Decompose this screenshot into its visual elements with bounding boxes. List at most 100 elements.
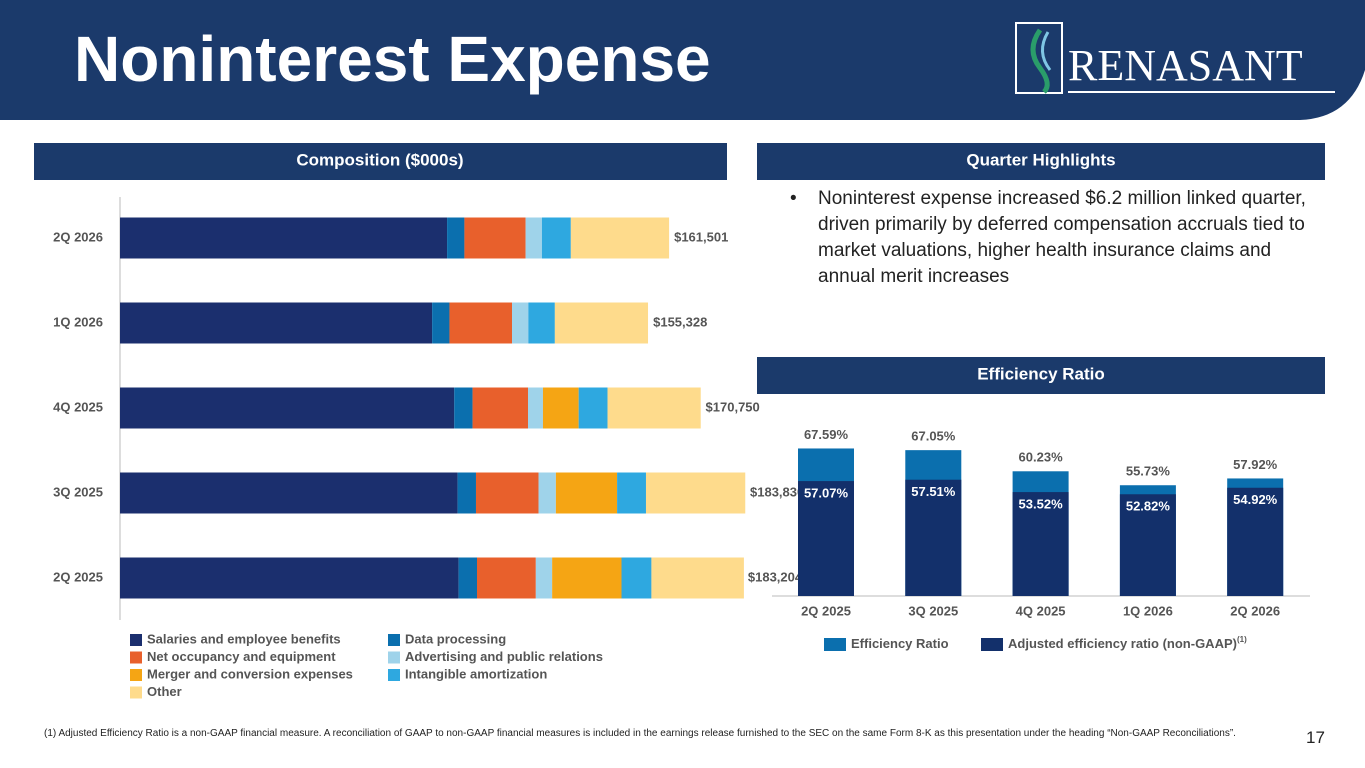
- legend-label: Intangible amortization: [405, 666, 547, 681]
- legend-swatch: [388, 669, 400, 681]
- value-label: 53.52%: [1019, 497, 1064, 512]
- x-tick-label: 2Q 2025: [801, 603, 851, 618]
- total-label: $161,501: [674, 229, 728, 244]
- bar-segment: [552, 557, 622, 599]
- panel-header: [757, 143, 1325, 180]
- bar-segment: [472, 387, 528, 429]
- legend-swatch: [130, 651, 142, 664]
- total-label: $183,204: [748, 569, 803, 584]
- total-label: $155,328: [653, 314, 707, 329]
- y-tick-label: 1Q 2026: [53, 314, 103, 329]
- bar: [798, 481, 854, 596]
- bar-segment: [120, 302, 433, 344]
- bar-segment: [449, 302, 513, 344]
- y-tick-label: 2Q 2026: [53, 229, 103, 244]
- y-tick-label: 3Q 2025: [53, 484, 103, 499]
- legend-label: Merger and conversion expenses: [147, 666, 353, 681]
- logo-swoosh: [1041, 31, 1052, 71]
- panel-title: Quarter Highlights: [966, 150, 1115, 169]
- value-label: 55.73%: [1126, 464, 1171, 479]
- value-label: 57.07%: [804, 486, 849, 501]
- bar-segment: [554, 302, 649, 344]
- legend-swatch: [388, 634, 400, 646]
- x-tick-label: 4Q 2025: [1016, 603, 1066, 618]
- bar-segment: [607, 387, 701, 429]
- bar-segment: [454, 387, 473, 429]
- legend-label: Net occupancy and equipment: [147, 649, 336, 664]
- bar-segment: [651, 557, 744, 599]
- bar: [1012, 492, 1069, 596]
- bar-segment: [120, 557, 459, 599]
- bar-segment: [535, 557, 553, 599]
- legend-swatch: [981, 638, 1003, 651]
- legend-label: Data processing: [405, 631, 506, 646]
- bar-segment: [528, 387, 543, 429]
- logo-text: RENASANT: [1068, 41, 1303, 90]
- legend-swatch: [130, 669, 142, 681]
- logo-swoosh: [1030, 28, 1050, 94]
- highlight-text: Noninterest expense increased $6.2 milli…: [818, 188, 1306, 287]
- legend-note: (1): [1237, 635, 1247, 644]
- bar-segment: [645, 472, 746, 514]
- bar-segment: [464, 217, 526, 259]
- panel-title: Composition ($000s): [296, 150, 463, 169]
- header-band: [0, 0, 1365, 120]
- legend-name: Adjusted efficiency ratio (non-GAAP): [1008, 636, 1237, 651]
- bar-segment: [528, 302, 555, 344]
- bar-segment: [578, 387, 608, 429]
- highlight-bullet: • Noninterest expense increased $6.2 mill…: [790, 188, 1306, 287]
- bar-segment: [617, 472, 646, 514]
- value-label: 52.82%: [1126, 499, 1171, 514]
- bar-segment: [475, 472, 539, 514]
- bar: [1227, 487, 1284, 596]
- bar-segment: [120, 472, 458, 514]
- legend-swatch: [824, 638, 846, 651]
- legend-name: Efficiency Ratio: [851, 636, 949, 651]
- x-tick-label: 3Q 2025: [908, 603, 958, 618]
- bar-segment: [555, 472, 618, 514]
- x-tick-label: 2Q 2026: [1230, 603, 1280, 618]
- footnote: (1) Adjusted Efficiency Ratio is a non-G…: [44, 728, 1236, 739]
- panel-header: [34, 143, 727, 180]
- y-tick-label: 4Q 2025: [53, 399, 103, 414]
- bar-segment: [120, 387, 455, 429]
- legend-label: Advertising and public relations: [405, 649, 603, 664]
- legend-label: Adjusted efficiency ratio (non-GAAP)(1): [1008, 635, 1247, 651]
- bar-segment: [457, 472, 476, 514]
- bar-segment: [541, 217, 571, 259]
- bar-segment: [542, 387, 579, 429]
- legend-swatch: [130, 634, 142, 646]
- legend-label: Salaries and employee benefits: [147, 631, 341, 646]
- value-label: 67.59%: [804, 427, 849, 442]
- bar-segment: [525, 217, 542, 259]
- bar: [905, 479, 962, 596]
- value-label: 67.05%: [911, 429, 956, 444]
- legend-swatch: [130, 686, 142, 699]
- bar-segment: [447, 217, 465, 259]
- value-label: 57.51%: [911, 484, 956, 499]
- bar-segment: [432, 302, 450, 344]
- page-number: 17: [1306, 728, 1325, 747]
- legend-label: Efficiency Ratio: [851, 636, 949, 651]
- panel-header: [757, 357, 1325, 394]
- bar: [1119, 494, 1176, 596]
- bar-segment: [538, 472, 556, 514]
- legend-swatch: [388, 651, 400, 664]
- value-label: 57.92%: [1233, 457, 1278, 472]
- panel-title: Efficiency Ratio: [977, 364, 1105, 383]
- bar-segment: [512, 302, 529, 344]
- total-label: $170,750: [706, 399, 760, 414]
- bar-segment: [477, 557, 536, 599]
- bar-segment: [458, 557, 477, 599]
- x-tick-label: 1Q 2026: [1123, 603, 1173, 618]
- legend-label: Other: [147, 684, 182, 699]
- bar-segment: [120, 217, 448, 259]
- value-label: 54.92%: [1233, 492, 1278, 507]
- logo-box: [1015, 22, 1063, 94]
- bar-segment: [621, 557, 652, 599]
- y-tick-label: 2Q 2025: [53, 569, 103, 584]
- bar-segment: [570, 217, 670, 259]
- total-label: $183,830: [750, 484, 804, 499]
